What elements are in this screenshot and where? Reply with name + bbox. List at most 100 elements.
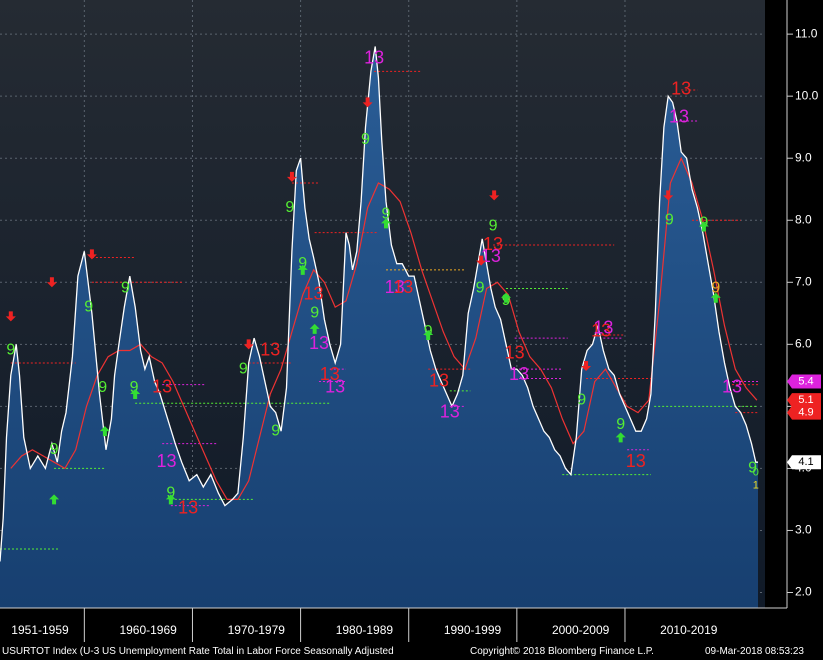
td-count-label: 9 bbox=[310, 305, 319, 322]
y-tick-label: 8.0 bbox=[795, 212, 812, 226]
value-badge bbox=[787, 455, 821, 470]
td-count-label: 9 bbox=[285, 199, 294, 216]
up-arrow-icon bbox=[99, 426, 110, 437]
down-arrow-icon bbox=[489, 190, 500, 201]
x-axis-background bbox=[0, 608, 765, 644]
y-tick-label: 10.0 bbox=[795, 88, 819, 102]
td-count-label: 13 bbox=[429, 370, 449, 390]
down-arrow-icon bbox=[243, 339, 254, 350]
x-decade-label: 1990-1999 bbox=[444, 623, 502, 637]
value-badge bbox=[787, 393, 821, 408]
x-decade-label: 1960-1969 bbox=[119, 623, 177, 637]
up-arrow-icon bbox=[501, 292, 512, 303]
value-badge-label: 4.9 bbox=[798, 406, 813, 418]
td-count-label: 9 bbox=[121, 280, 130, 297]
td-count-label: 9 bbox=[130, 379, 139, 396]
value-badge-label: 4.1 bbox=[798, 456, 813, 468]
up-arrow-icon bbox=[615, 432, 626, 443]
td-last-count-label: 0 bbox=[753, 467, 759, 479]
td-count-label: 13 bbox=[157, 451, 177, 471]
td-count-label: 9 bbox=[239, 360, 248, 377]
td-count-label: 9 bbox=[361, 131, 370, 148]
td-count-label: 9 bbox=[271, 422, 280, 439]
td-count-label: 13 bbox=[593, 318, 613, 338]
down-arrow-icon bbox=[86, 249, 97, 260]
copyright-label: Copyright© 2018 Bloomberg Finance L.P. bbox=[470, 646, 654, 657]
td-count-label: 13 bbox=[152, 377, 172, 397]
up-arrow-icon bbox=[49, 494, 60, 505]
td-count-label: 9 bbox=[84, 298, 93, 315]
td-count-label: 13 bbox=[309, 333, 329, 353]
x-decade-label: 2010-2019 bbox=[660, 623, 718, 637]
td-count-label: 13 bbox=[393, 277, 413, 297]
td-count-label: 13 bbox=[591, 321, 611, 341]
td-count-label: 9 bbox=[382, 205, 391, 222]
td-count-label: 13 bbox=[483, 234, 503, 254]
level-lines bbox=[0, 70, 760, 550]
up-arrow-icon bbox=[165, 494, 176, 505]
x-decade-label: 1951-1959 bbox=[11, 623, 69, 637]
up-arrow-icon bbox=[309, 323, 320, 334]
index-label: USURTOT Index (U-3 US Unemployment Rate … bbox=[2, 646, 394, 657]
value-badge bbox=[787, 405, 821, 420]
y-tick-label: 3.0 bbox=[795, 523, 812, 537]
footer-bar: USURTOT Index (U-3 US Unemployment Rate … bbox=[0, 644, 823, 660]
td-count-label: 13 bbox=[260, 339, 280, 359]
td-count-label: 13 bbox=[505, 342, 525, 362]
td-count-label: 9 bbox=[6, 342, 15, 359]
right-badges: 5.4 5.14.9 4.1 bbox=[787, 374, 821, 470]
y-tick-label: 2.0 bbox=[795, 585, 812, 599]
value-badge-label: 5.4 bbox=[798, 375, 813, 387]
td-count-label: 13 bbox=[509, 364, 529, 384]
td-count-label: 9 bbox=[577, 391, 586, 408]
x-decade-label: 1970-1979 bbox=[228, 623, 286, 637]
down-arrow-icon bbox=[286, 171, 297, 182]
up-arrow-icon bbox=[423, 330, 434, 341]
unemployment-area bbox=[0, 46, 758, 608]
td-count-label: 13 bbox=[440, 401, 460, 421]
td-count-label: 9 bbox=[748, 460, 757, 477]
moving-average-layer bbox=[10, 156, 758, 500]
y-tick-label: 7.0 bbox=[795, 274, 812, 288]
up-arrow-icon bbox=[130, 388, 141, 399]
up-arrow-icon bbox=[297, 264, 308, 275]
y-tick-label: 6.0 bbox=[795, 336, 812, 350]
timestamp-label: 09-Mar-2018 08:53:23 bbox=[705, 646, 804, 657]
unemployment-chart: 9999991391313913999913131313913913139131… bbox=[0, 0, 823, 644]
y-axis-background bbox=[765, 0, 823, 644]
td-count-label: 13 bbox=[669, 107, 689, 127]
down-arrow-icon bbox=[5, 311, 16, 322]
td-count-label: 13 bbox=[320, 364, 340, 384]
down-arrow-icon bbox=[476, 255, 487, 266]
td-count-label: 13 bbox=[626, 451, 646, 471]
x-decade-label: 1980-1989 bbox=[336, 623, 394, 637]
down-arrow-icon bbox=[46, 277, 57, 288]
td-count-label: 13 bbox=[481, 246, 501, 266]
td-count-label: 13 bbox=[364, 48, 384, 68]
td-count-label: 9 bbox=[489, 218, 498, 235]
unemployment-line bbox=[0, 46, 758, 562]
td-count-label: 13 bbox=[178, 497, 198, 517]
td-count-label: 9 bbox=[166, 484, 175, 501]
axes: 2.03.04.05.06.07.08.09.010.011.01951-195… bbox=[0, 0, 819, 642]
value-badge bbox=[787, 374, 821, 389]
td-count-label: 13 bbox=[325, 377, 345, 397]
y-tick-label: 9.0 bbox=[795, 150, 812, 164]
arrows bbox=[5, 97, 721, 505]
y-tick-label: 11.0 bbox=[795, 26, 818, 40]
td-count-label: 9 bbox=[476, 280, 485, 297]
unemployment-line-layer bbox=[0, 46, 758, 562]
td-count-label: 13 bbox=[722, 377, 742, 397]
up-arrow-icon bbox=[381, 218, 392, 229]
td-count-label: 9 bbox=[616, 416, 625, 433]
x-decade-label: 2000-2009 bbox=[552, 623, 610, 637]
td-count-label: 9 bbox=[298, 255, 307, 272]
down-arrow-icon bbox=[663, 190, 674, 201]
td-count-label: 9 bbox=[50, 441, 59, 458]
td-count-label: 9 bbox=[665, 211, 674, 228]
area-layer bbox=[0, 46, 758, 608]
td-count-label: 13 bbox=[671, 79, 691, 99]
moving-average-line bbox=[10, 156, 758, 500]
up-arrow-icon bbox=[710, 292, 721, 303]
